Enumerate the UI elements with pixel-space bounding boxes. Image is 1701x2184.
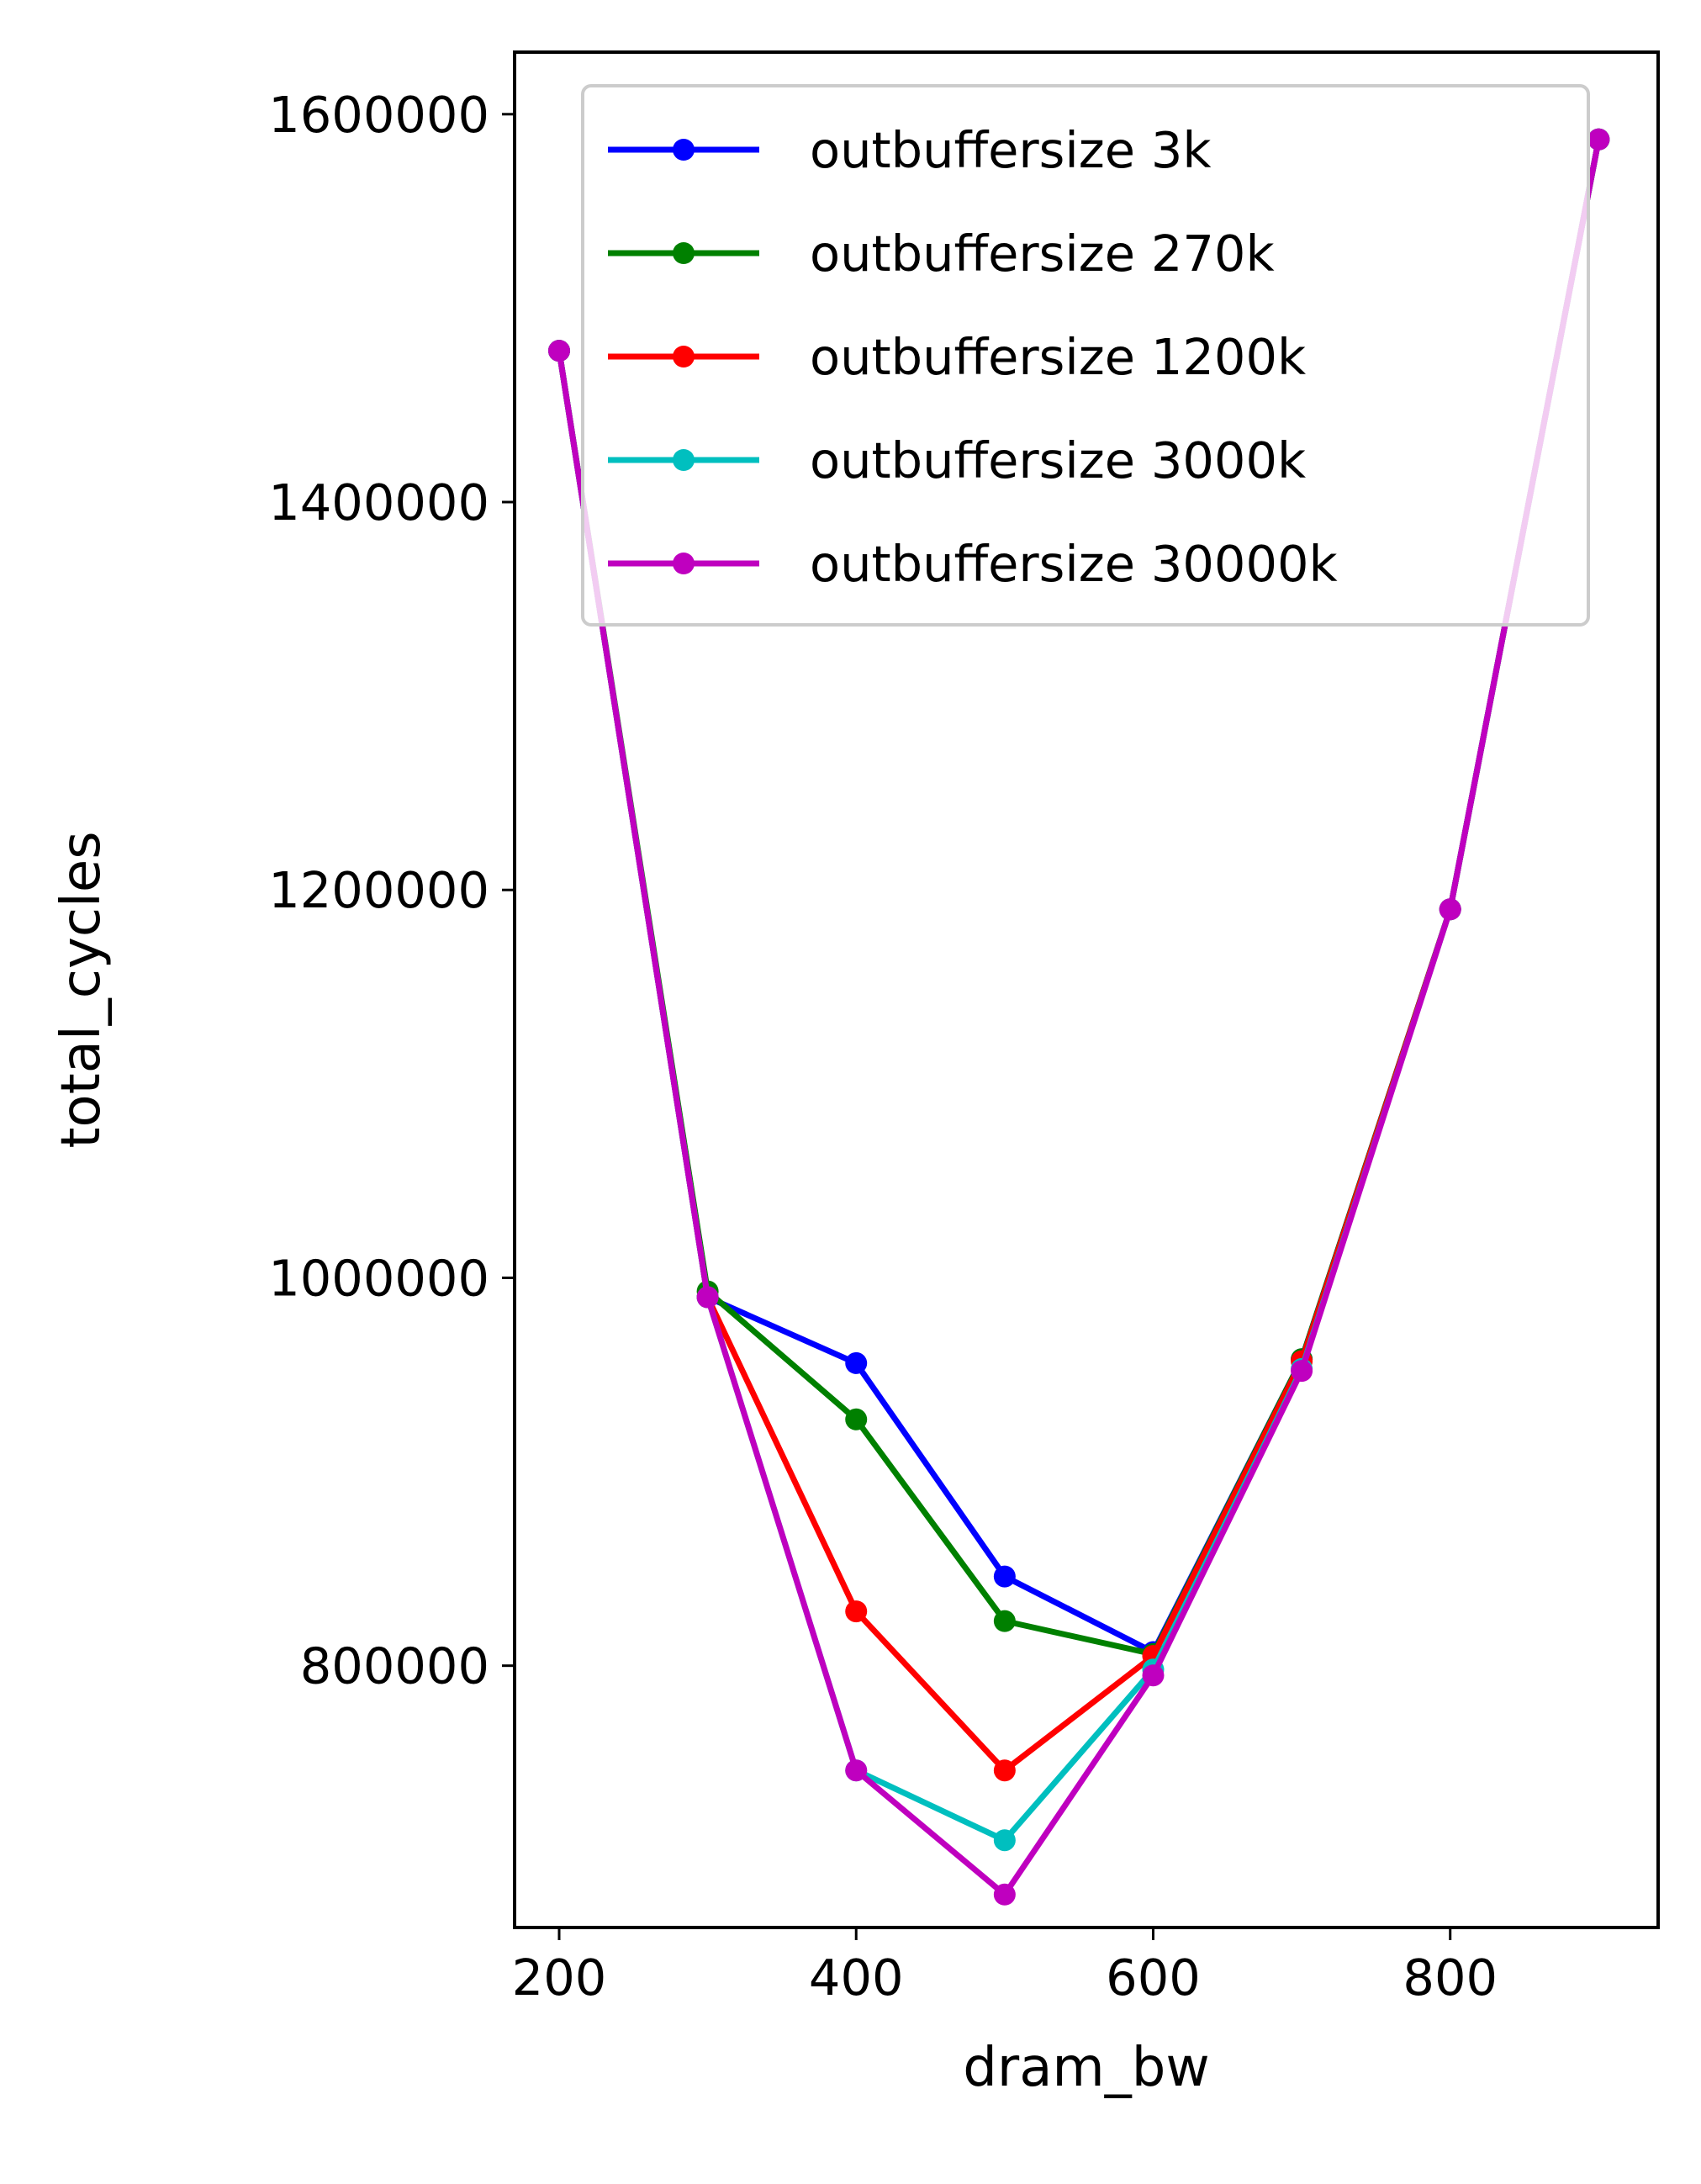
data-point [845,1759,868,1782]
x-tick-label: 600 [1106,1949,1201,2007]
y-axis-label: total_cycles [50,831,113,1148]
data-point [993,1883,1016,1906]
legend-marker [673,553,695,574]
x-tick-label: 200 [512,1949,607,2007]
y-tick-label: 1400000 [268,473,489,531]
y-tick-label: 1200000 [268,861,489,919]
legend-item: outbuffersize 3000k [608,431,1306,489]
data-point [696,1286,719,1309]
x-axis-label: dram_bw [963,2037,1209,2099]
legend-label: outbuffersize 3000k [810,431,1306,489]
data-point [1142,1664,1165,1687]
series-layer [547,128,1610,1906]
x-tick-label: 400 [809,1949,904,2007]
x-tick-label: 800 [1403,1949,1498,2007]
series-line [555,135,1603,1898]
data-point [993,1829,1016,1852]
legend-item: outbuffersize 3k [608,121,1212,179]
data-point [993,1610,1016,1632]
x-axis: 200 400 600 800 [512,1928,1498,2007]
data-point [547,340,570,362]
data-point [993,1759,1016,1782]
data-point [1291,1360,1313,1383]
data-point [845,1600,868,1623]
y-tick-label: 1000000 [268,1249,489,1307]
legend-marker [673,242,695,264]
legend-item: outbuffersize 1200k [608,328,1306,386]
legend: outbuffersize 3k outbuffersize 270k outbuf… [581,84,1590,627]
data-point [993,1565,1016,1588]
y-tick-label: 800000 [300,1637,489,1695]
legend-label: outbuffersize 270k [810,225,1275,283]
y-axis: 800000 1000000 1200000 1400000 1600000 [268,86,515,1695]
legend-marker [673,139,695,161]
legend-marker [673,346,695,368]
legend-box [581,84,1590,627]
legend-item: outbuffersize 270k [608,225,1275,283]
data-point [845,1351,868,1374]
y-tick-label: 1600000 [268,86,489,144]
legend-marker [673,449,695,471]
plot-frame [513,50,1660,1929]
data-point [1587,128,1610,151]
series-5 [547,128,1610,1906]
legend-label: outbuffersize 1200k [810,328,1306,386]
data-point [1439,898,1461,921]
legend-label: outbuffersize 30000k [810,535,1338,593]
data-point [845,1408,868,1430]
legend-label: outbuffersize 3k [810,121,1212,179]
legend-item: outbuffersize 30000k [608,535,1338,593]
